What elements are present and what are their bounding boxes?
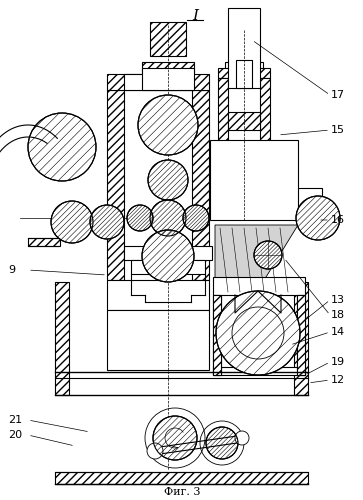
Circle shape (150, 200, 186, 236)
Bar (228, 8, 260, 88)
Bar (296, 188, 322, 208)
Circle shape (90, 205, 124, 239)
Text: I: I (192, 9, 198, 23)
Bar (213, 295, 221, 375)
Circle shape (216, 291, 300, 375)
Bar (218, 168, 270, 178)
Bar (124, 246, 212, 260)
Bar (294, 282, 308, 395)
Bar (225, 62, 263, 70)
Circle shape (28, 113, 96, 181)
Text: 20: 20 (8, 430, 22, 440)
Text: 9: 9 (8, 265, 15, 275)
Bar (218, 78, 228, 168)
Text: 18: 18 (331, 310, 345, 320)
Bar (107, 74, 209, 90)
Bar (55, 472, 308, 484)
Text: 19: 19 (331, 357, 345, 367)
Bar (28, 238, 60, 246)
Circle shape (127, 205, 153, 231)
Circle shape (183, 205, 209, 231)
Bar (107, 90, 124, 280)
Bar (213, 277, 305, 295)
Text: 13: 13 (331, 295, 345, 305)
Text: 15: 15 (331, 125, 345, 135)
Bar (210, 140, 298, 220)
Bar (218, 68, 270, 78)
Circle shape (147, 443, 163, 459)
Circle shape (148, 160, 188, 200)
Bar (228, 112, 260, 130)
Circle shape (296, 196, 340, 240)
Text: 16: 16 (331, 215, 345, 225)
Bar (213, 367, 305, 375)
Bar (150, 22, 186, 56)
Bar (124, 74, 192, 90)
Text: 14: 14 (331, 327, 345, 337)
Text: 12: 12 (331, 375, 345, 385)
Circle shape (51, 201, 93, 243)
Circle shape (206, 427, 238, 459)
Bar (55, 282, 69, 395)
Bar (230, 26, 258, 48)
Polygon shape (215, 225, 298, 295)
Bar (260, 78, 270, 168)
Circle shape (142, 230, 194, 282)
Bar (236, 60, 252, 88)
Bar (107, 280, 209, 310)
Text: Фиг. 3: Фиг. 3 (164, 487, 200, 497)
Circle shape (254, 241, 282, 269)
Bar (107, 310, 209, 370)
Bar (218, 158, 270, 168)
Bar (131, 260, 205, 274)
Bar (297, 295, 305, 375)
Bar (297, 295, 305, 375)
Text: 21: 21 (8, 415, 22, 425)
Circle shape (138, 95, 198, 155)
Bar (142, 62, 194, 72)
Text: 17: 17 (331, 90, 345, 100)
Circle shape (153, 416, 197, 460)
Bar (192, 90, 209, 280)
Bar (142, 68, 194, 90)
Circle shape (235, 431, 249, 445)
Bar (213, 295, 221, 375)
